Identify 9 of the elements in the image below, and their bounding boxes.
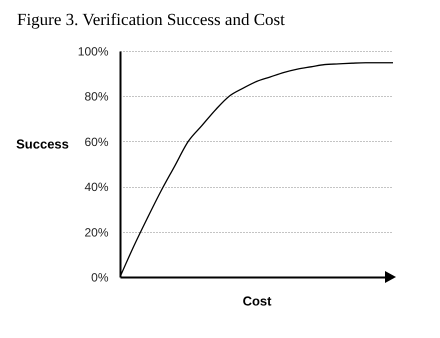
y-tick-label: 40% <box>84 180 109 194</box>
y-tick-label: 100% <box>78 44 109 58</box>
y-tick-label: 0% <box>91 270 109 284</box>
y-tick-label: 20% <box>84 225 109 240</box>
x-axis-title: Cost <box>242 294 272 308</box>
y-axis-title: Success <box>16 136 69 152</box>
chart-title: Figure 3. Verification Success and Cost <box>17 10 286 29</box>
y-tick-label: 60% <box>84 134 109 149</box>
y-tick-label: 80% <box>84 90 109 104</box>
